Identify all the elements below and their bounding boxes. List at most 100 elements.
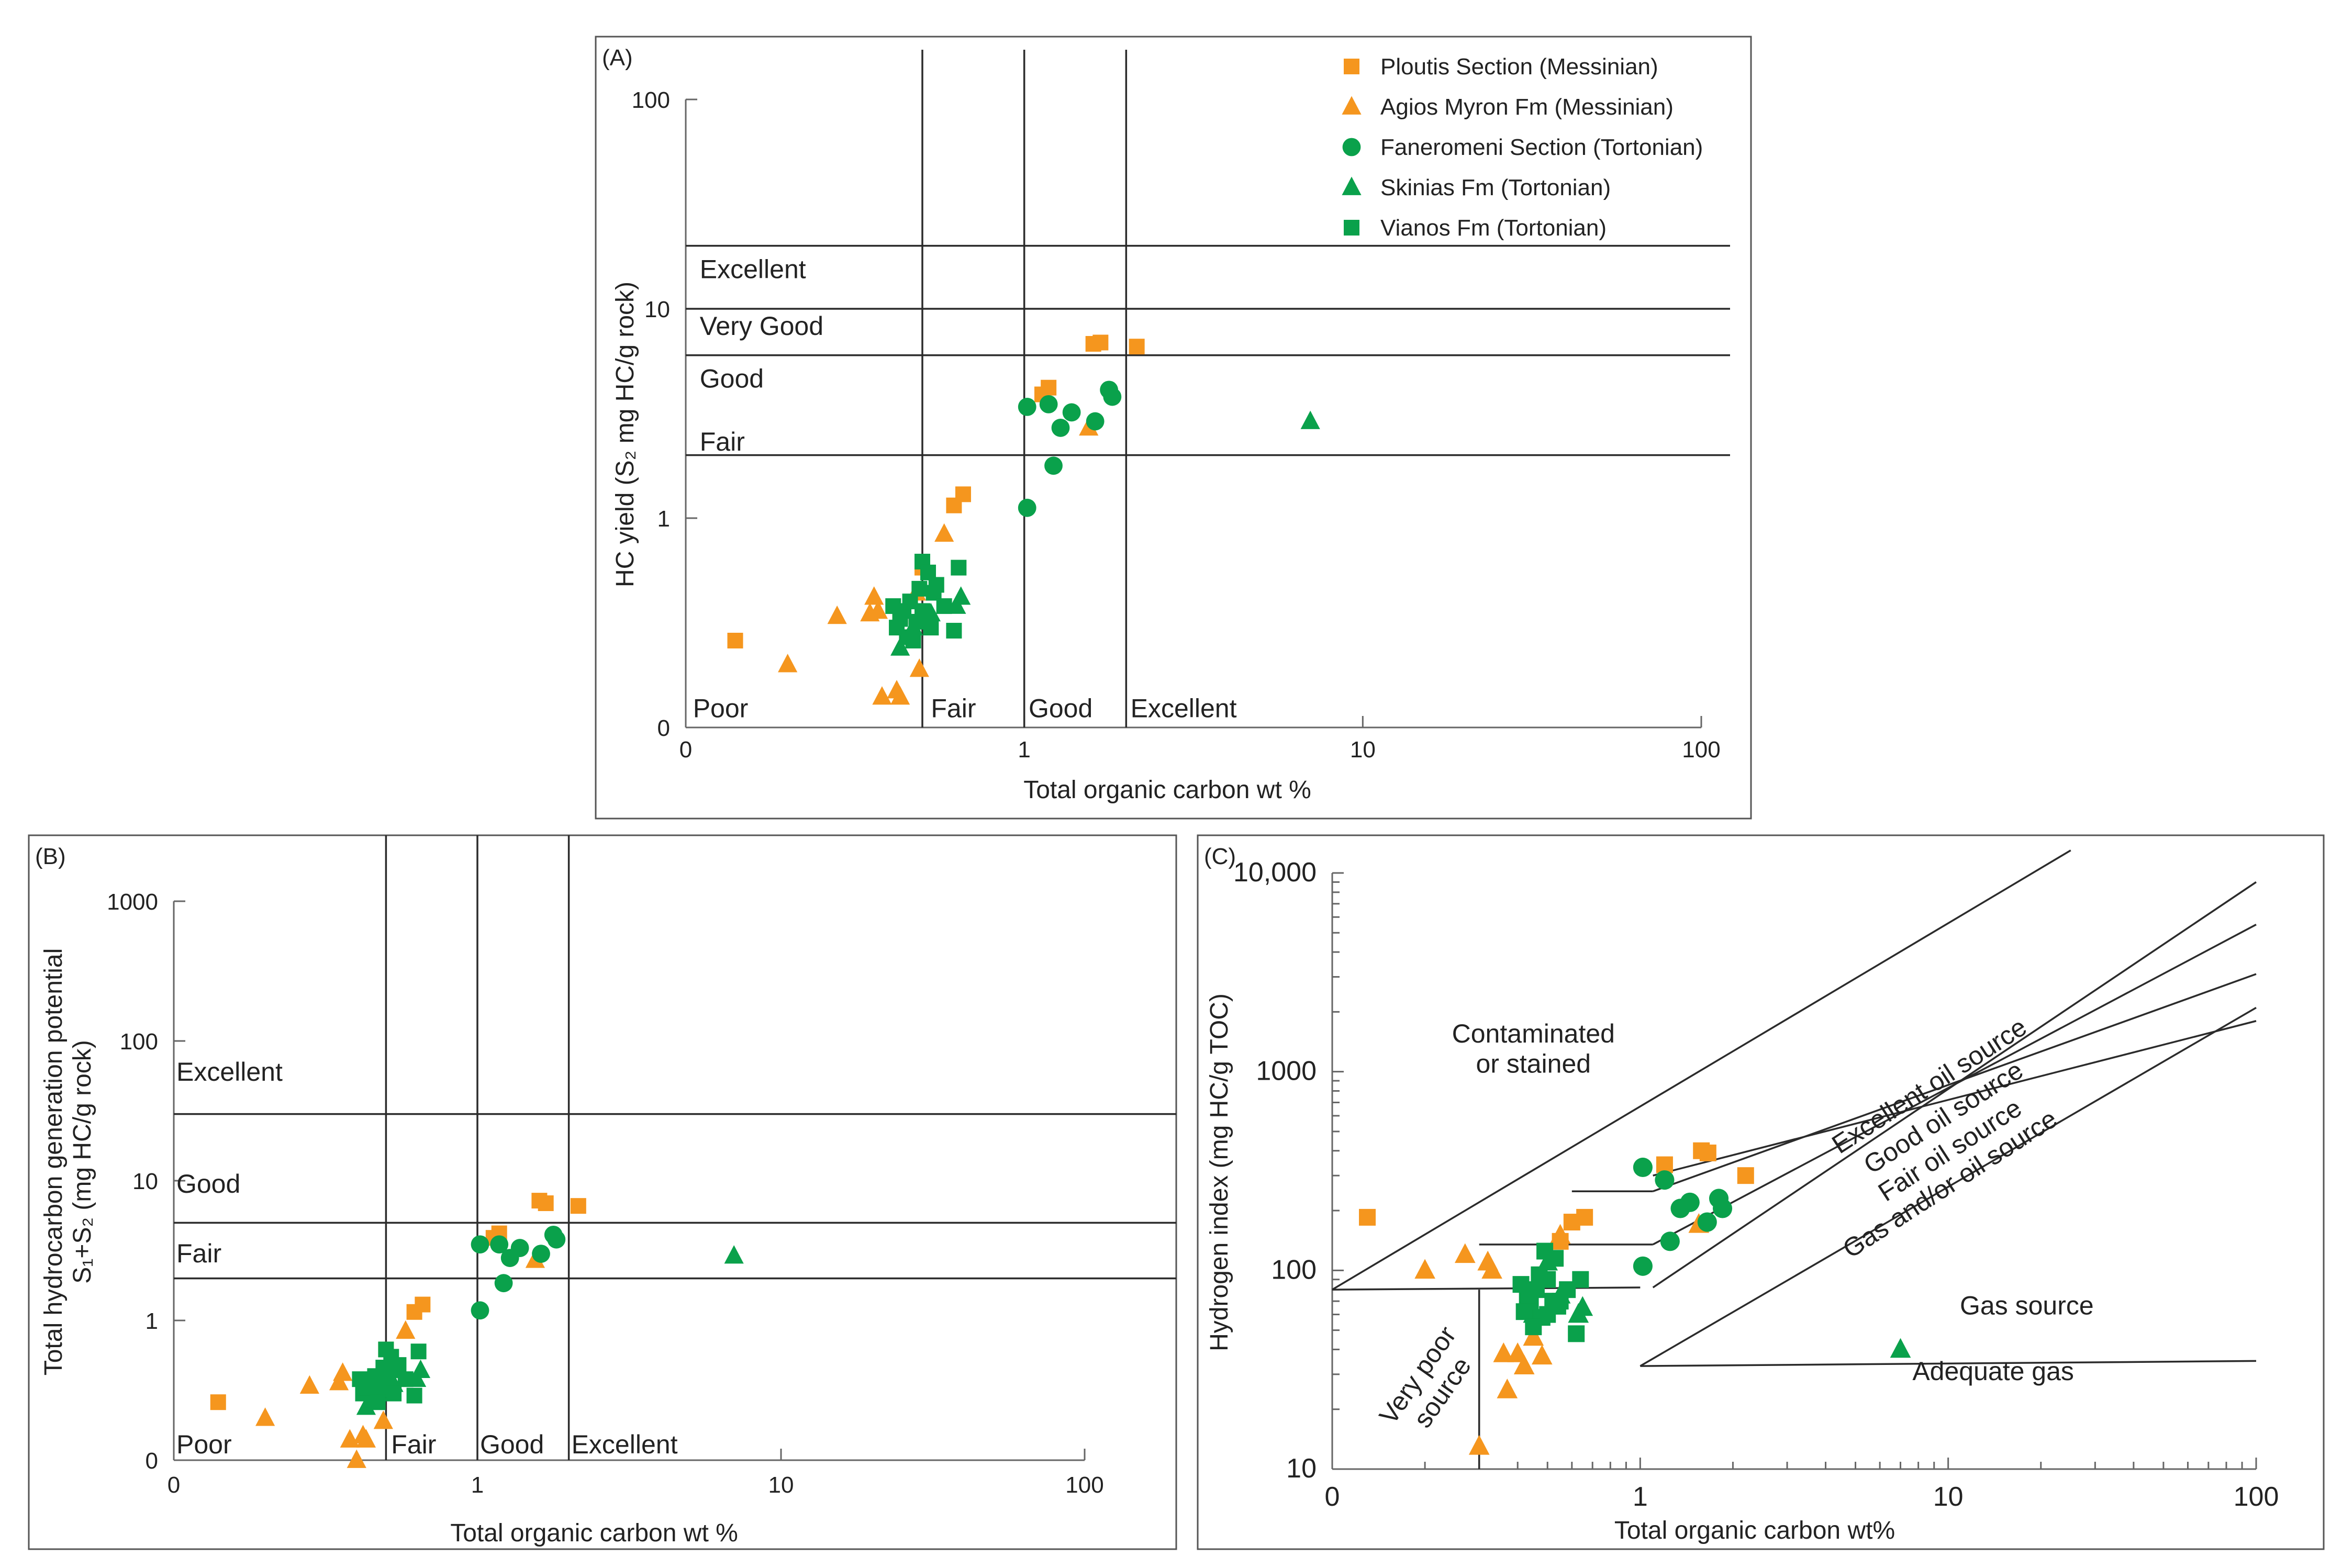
- data-point: [471, 1235, 489, 1254]
- y-tick-label: 0: [146, 1448, 158, 1474]
- panel-label: (A): [602, 45, 633, 71]
- legend-marker: [1342, 96, 1362, 115]
- data-point: [1513, 1354, 1535, 1374]
- data-point: [946, 623, 962, 639]
- data-point: [1512, 1276, 1530, 1293]
- data-point: [347, 1449, 366, 1468]
- x-tick-label: 100: [2234, 1482, 2279, 1512]
- data-point: [1568, 1325, 1585, 1342]
- data-point: [352, 1371, 368, 1387]
- data-point: [494, 1274, 513, 1293]
- zone-label-x: Excellent: [1131, 693, 1237, 723]
- y-tick-label: 10: [1286, 1453, 1317, 1484]
- classification-boundary-line: [1332, 1286, 1641, 1291]
- x-tick-label: 100: [1065, 1472, 1103, 1498]
- zone-label-y: Good: [176, 1169, 240, 1199]
- data-point: [299, 1375, 319, 1394]
- zone-label-y: Excellent: [176, 1057, 283, 1087]
- x-tick-label: 10: [1933, 1482, 1964, 1512]
- data-point: [1359, 1208, 1376, 1226]
- x-tick-label: 1: [1018, 737, 1030, 763]
- data-point: [885, 598, 901, 614]
- data-point: [1699, 1144, 1716, 1161]
- data-point: [1414, 1259, 1435, 1279]
- data-point: [1018, 398, 1036, 416]
- data-point: [1697, 1212, 1717, 1232]
- data-point: [1660, 1231, 1680, 1251]
- y-axis-title: Hydrogen index (mg HC/g TOC): [1206, 993, 1233, 1351]
- y-tick-label: 1000: [1256, 1056, 1317, 1087]
- y-tick-label: 100: [1271, 1255, 1317, 1285]
- zone-label-x: Good: [1029, 693, 1092, 723]
- data-point: [1039, 395, 1058, 413]
- x-tick-label: 10: [1350, 737, 1376, 763]
- data-point: [1300, 410, 1320, 429]
- data-point: [934, 523, 954, 542]
- data-point: [778, 654, 798, 673]
- x-tick-label: 0: [679, 737, 692, 763]
- classification-boundary-line: [1640, 1360, 2257, 1367]
- region-label-line: or stained: [1476, 1049, 1591, 1079]
- y-tick-label: 1: [146, 1308, 158, 1334]
- data-point: [727, 633, 743, 649]
- zone-label-x: Poor: [176, 1430, 232, 1459]
- panel-label: (B): [35, 844, 66, 869]
- panel-a-chart: (A) 0 1 10 100 0 1 10 100 Total organic carbon wt…: [595, 36, 1752, 820]
- data-point: [538, 1195, 554, 1212]
- classification-boundary-line: [1652, 924, 2257, 1246]
- zone-label-y: Fair: [700, 427, 745, 456]
- data-point: [391, 1357, 407, 1373]
- data-point: [333, 1362, 353, 1381]
- region-label-line: Contaminated: [1452, 1019, 1615, 1048]
- data-point: [1572, 1271, 1589, 1288]
- region-label: Adequate gas: [1912, 1357, 2074, 1386]
- data-point: [890, 637, 910, 656]
- data-point: [890, 686, 910, 705]
- data-point: [872, 686, 892, 705]
- data-point: [909, 658, 929, 677]
- zone-label-x: Fair: [391, 1430, 436, 1459]
- y-tick-label: 100: [120, 1029, 158, 1055]
- region-label: Gas source: [1960, 1291, 2094, 1320]
- data-point: [415, 1296, 431, 1313]
- data-point: [928, 577, 944, 593]
- data-point: [373, 1410, 393, 1429]
- data-point: [1712, 1199, 1733, 1218]
- data-point: [955, 486, 971, 502]
- y-tick-label: 1000: [107, 889, 158, 915]
- y-tick-label: 10: [644, 297, 670, 322]
- y-tick-label: 10,000: [1233, 857, 1317, 888]
- data-point: [1531, 1345, 1553, 1365]
- data-point: [1493, 1342, 1514, 1362]
- y-axis-title: HC yield (S₂ mg HC/g rock): [611, 282, 639, 587]
- data-point: [532, 1245, 550, 1263]
- data-point: [864, 586, 884, 605]
- legend-marker: [1344, 220, 1359, 236]
- legend-entry: Agios Myron Fm (Messinian): [1380, 94, 1674, 120]
- data-point: [1568, 1303, 1589, 1323]
- data-point: [356, 1429, 376, 1448]
- data-point: [1523, 1326, 1544, 1346]
- data-point: [1890, 1338, 1911, 1358]
- legend-entry: Faneromeni Section (Tortonian): [1380, 135, 1703, 160]
- panel-frame: [595, 36, 1752, 820]
- data-point: [570, 1198, 586, 1214]
- data-point: [915, 603, 931, 619]
- classification-boundary-line: [1640, 1006, 2257, 1367]
- panel-label: (C): [1204, 844, 1236, 869]
- region-label-line: Gas source: [1960, 1291, 2094, 1320]
- panel-c-chart: (C) 0 1 10 100 10 100 1000 10,000 Total organic c…: [1197, 834, 2325, 1550]
- y-tick-label: 1: [657, 506, 670, 532]
- data-point: [406, 1387, 422, 1404]
- data-point: [1531, 1266, 1548, 1283]
- data-point: [911, 580, 928, 597]
- data-point: [471, 1301, 489, 1320]
- data-point: [1633, 1256, 1653, 1276]
- x-tick-label: 1: [1633, 1482, 1648, 1512]
- region-label: Very poorsource: [1374, 1321, 1487, 1447]
- data-point: [1086, 412, 1105, 431]
- data-point: [868, 600, 888, 619]
- data-point: [1737, 1167, 1754, 1184]
